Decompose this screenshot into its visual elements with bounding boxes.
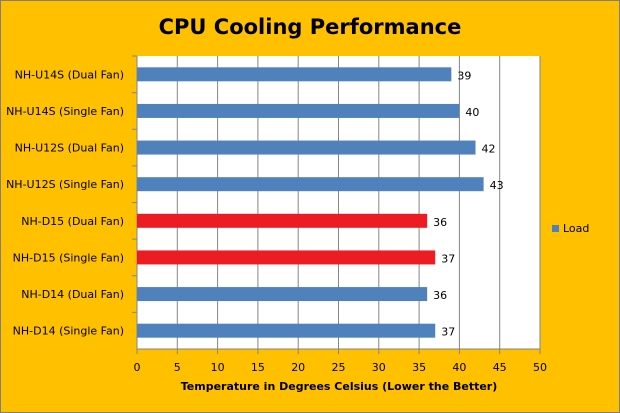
category-label: NH-U12S (Single Fan)	[6, 178, 124, 191]
category-label: NH-D14 (Dual Fan)	[21, 288, 124, 301]
category-label: NH-U14S (Dual Fan)	[15, 68, 124, 81]
bar	[137, 250, 436, 265]
data-label: 43	[490, 179, 504, 192]
x-tick-label: 15	[251, 361, 265, 374]
x-tick-label: 50	[533, 361, 547, 374]
x-tick-label: 40	[452, 361, 466, 374]
data-label: 36	[433, 216, 447, 229]
bar	[137, 213, 428, 228]
x-tick-label: 25	[332, 361, 346, 374]
x-axis-label: Temperature in Degrees Celsius (Lower th…	[181, 380, 498, 393]
category-label: NH-U14S (Single Fan)	[6, 105, 124, 118]
x-tick-label: 20	[291, 361, 305, 374]
x-tick-label: 45	[493, 361, 507, 374]
x-tick-label: 10	[211, 361, 225, 374]
category-label: NH-D14 (Single Fan)	[13, 325, 124, 338]
bar	[137, 177, 484, 192]
data-label: 42	[482, 143, 496, 156]
chart-title: CPU Cooling Performance	[159, 15, 462, 39]
bar	[137, 67, 452, 82]
x-tick-label: 5	[174, 361, 181, 374]
data-label: 40	[465, 106, 479, 119]
data-label: 37	[441, 326, 455, 339]
bar	[137, 287, 428, 302]
bar	[137, 140, 476, 155]
x-tick-label: 0	[134, 361, 141, 374]
bar	[137, 323, 436, 338]
data-label: 39	[457, 69, 471, 82]
legend-swatch	[552, 225, 559, 232]
category-label: NH-U12S (Dual Fan)	[15, 142, 124, 155]
category-label: NH-D15 (Single Fan)	[13, 251, 124, 264]
x-tick-label: 30	[372, 361, 386, 374]
x-tick-label: 35	[412, 361, 426, 374]
legend-label[interactable]: Load	[563, 222, 589, 235]
data-label: 36	[433, 289, 447, 302]
bar	[137, 103, 460, 118]
category-label: NH-D15 (Dual Fan)	[21, 215, 124, 228]
data-label: 37	[441, 252, 455, 265]
